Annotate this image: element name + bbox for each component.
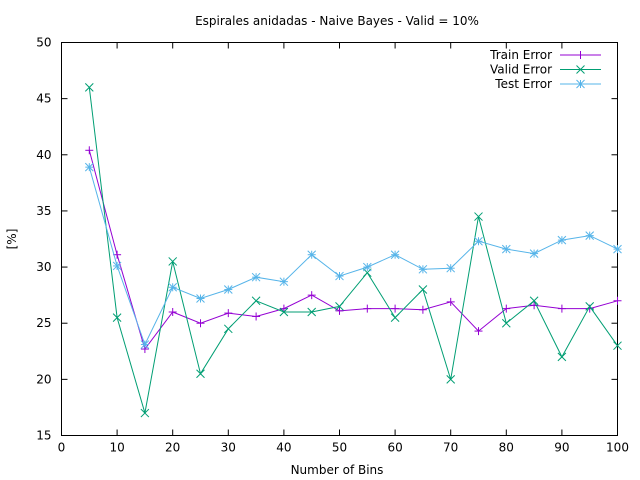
test-error-point	[251, 272, 261, 282]
test-error-point	[112, 261, 122, 271]
train-error-point	[502, 304, 511, 313]
train-error-point	[224, 309, 233, 318]
valid-error-point	[613, 341, 622, 351]
train-error-line	[88, 150, 618, 351]
test-error-point	[529, 249, 539, 258]
legend-label-train-error: Train Error	[489, 48, 552, 62]
x-tick-label: 80	[499, 441, 514, 455]
x-tick-label: 40	[276, 441, 291, 455]
valid-error-point	[585, 302, 595, 311]
valid-error-point	[251, 296, 261, 306]
test-error-line	[88, 166, 618, 346]
test-error-point	[585, 231, 595, 240]
x-tick-label: 60	[387, 441, 402, 455]
train-error-point	[363, 304, 372, 313]
valid-error-line	[88, 87, 618, 414]
test-error-point	[168, 282, 178, 292]
test-error-point	[557, 235, 567, 245]
y-axis-title: [%]	[5, 229, 19, 250]
train-error-point	[474, 327, 483, 336]
y-tick-label: 15	[36, 429, 51, 443]
train-error-point	[307, 291, 316, 300]
train-error-point	[85, 146, 94, 155]
valid-error-point	[557, 352, 567, 362]
chart-title: Espirales anidadas - Naive Bayes - Valid…	[195, 14, 479, 28]
y-tick-label: 45	[36, 92, 51, 106]
test-error-point	[196, 294, 205, 303]
train-error-point	[335, 306, 344, 315]
y-tick-label: 20	[36, 372, 51, 386]
train-error-point	[446, 297, 455, 306]
test-error-point	[362, 262, 372, 272]
test-error-point	[613, 244, 622, 254]
train-error-point	[252, 312, 261, 321]
valid-error-point	[168, 257, 178, 266]
axis-ticks: 0 10 20 30 40 50 60 70 80 90 100 15 20 25 30 35 40 45 50	[36, 36, 629, 455]
x-axis-title: Number of Bins	[291, 463, 384, 477]
series-layer	[84, 83, 622, 418]
train-error-point	[557, 304, 566, 313]
legend-marker-test-error	[576, 79, 585, 89]
legend-label-valid-error: Valid Error	[490, 63, 552, 77]
test-error-point	[279, 277, 289, 287]
y-tick-label: 40	[36, 148, 51, 162]
train-error-point	[196, 319, 205, 328]
x-tick-label: 20	[165, 441, 180, 455]
valid-error-point	[223, 324, 233, 334]
x-tick-label: 100	[606, 441, 629, 455]
x-tick-label: 0	[58, 441, 66, 455]
valid-error-point	[112, 313, 122, 322]
train-error-point	[418, 305, 427, 314]
legend-label-test-error: Test Error	[494, 77, 552, 91]
test-error-point	[446, 263, 456, 273]
x-tick-label: 30	[221, 441, 236, 455]
legend-marker-train-error	[576, 51, 585, 59]
valid-error-point	[446, 375, 456, 384]
valid-error-point	[335, 302, 344, 311]
test-error-point	[223, 285, 233, 294]
valid-error-point	[474, 212, 483, 221]
y-tick-label: 30	[36, 260, 51, 274]
valid-error-point	[84, 83, 94, 92]
test-error-point	[418, 264, 428, 274]
test-error-point	[140, 340, 150, 349]
test-error-point	[307, 250, 317, 260]
legend-marker-valid-error	[576, 65, 585, 74]
valid-error-point	[501, 318, 511, 328]
valid-error-point	[307, 307, 317, 317]
y-tick-label: 25	[36, 316, 51, 330]
valid-error-point	[390, 313, 400, 322]
x-tick-label: 70	[443, 441, 458, 455]
x-tick-label: 10	[109, 441, 124, 455]
test-error-point	[474, 236, 483, 246]
train-error-point	[168, 307, 177, 316]
test-error-point	[501, 244, 511, 254]
y-tick-label: 35	[36, 204, 51, 218]
plot-frame	[61, 42, 618, 436]
test-error-point	[84, 162, 94, 172]
valid-error-point	[529, 296, 539, 306]
train-error-point	[391, 304, 400, 313]
valid-error-point	[196, 369, 205, 379]
x-tick-label: 50	[332, 441, 347, 455]
test-error-point	[390, 250, 400, 260]
x-tick-label: 90	[554, 441, 569, 455]
valid-error-point	[418, 285, 428, 294]
valid-error-point	[279, 307, 289, 317]
test-error-point	[335, 271, 344, 281]
valid-error-point	[140, 408, 150, 418]
y-tick-label: 50	[36, 36, 51, 50]
train-error-point	[613, 296, 622, 305]
